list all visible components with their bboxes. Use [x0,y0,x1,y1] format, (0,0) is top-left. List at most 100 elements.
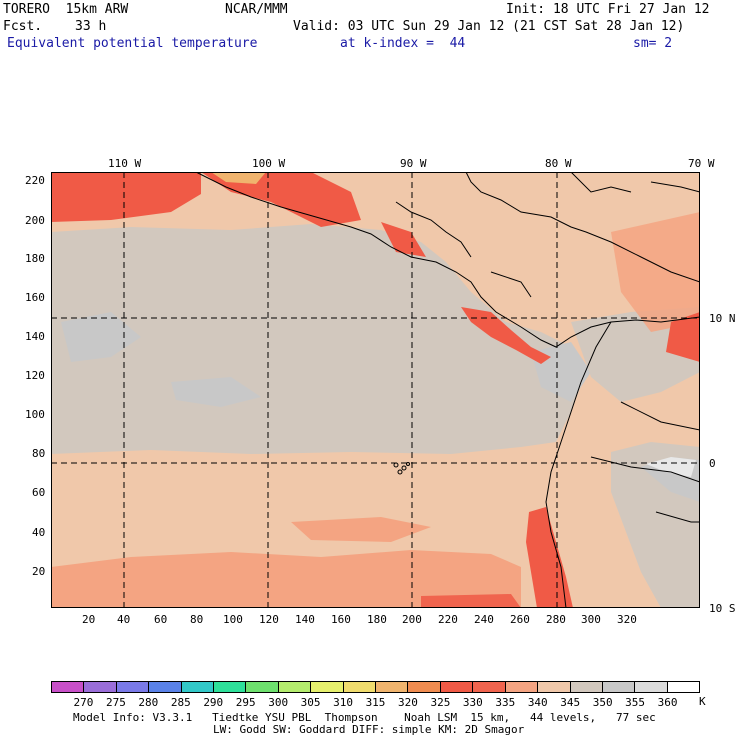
colorbar-swatch [376,682,409,692]
colorbar-label: 270 [73,696,94,709]
map-coastlines [195,171,701,609]
map-cool-patch [171,377,261,407]
x-tick-300: 300 [581,613,601,626]
colorbar-label: 360 [657,696,678,709]
colorbar-swatch [408,682,441,692]
y-tick-160: 160 [25,291,45,304]
center-title: NCAR/MMM [225,2,288,17]
y-tick-100: 100 [25,408,45,421]
forecast-label: Fcst. [3,19,43,34]
colorbar-unit: K [699,695,706,708]
theta-e-map [51,171,701,609]
map-cool-patch [61,312,141,362]
lon-label-70w: 70 W [688,157,715,170]
coastline-cuba [570,171,632,193]
y-tick-20: 20 [32,565,46,578]
lat-label-0: 0 [709,457,716,470]
colorbar-swatch [667,682,700,692]
colorbar-label: 300 [268,696,289,709]
colorbar-swatch [311,682,344,692]
map-cold-core [646,457,696,477]
colorbar-swatch [84,682,117,692]
x-tick-80: 80 [190,613,204,626]
coastline-central-america [195,171,701,348]
colorbar-swatch [602,682,636,692]
footer-physics: LW: Godd SW: Goddard DIFF: simple KM: 2D… [213,723,525,736]
colorbar-label: 355 [625,696,646,709]
x-tick-140: 140 [295,613,315,626]
galapagos-island [397,469,403,475]
map-costa-rica-warm [461,307,551,364]
border-brazil [655,511,700,523]
map-mexico-hot [211,172,266,184]
valid-time: Valid: 03 UTC Sun 29 Jan 12 (21 CST Sat … [293,19,685,34]
lon-label-110w: 110 W [108,157,142,170]
map-peru-coast-warm [526,507,573,608]
lon-label-90w: 90 W [400,157,427,170]
y-tick-220: 220 [25,174,45,187]
map-gridlines [51,172,700,608]
y-tick-80: 80 [32,447,46,460]
coastline-hispaniola [650,181,701,193]
x-tick-60: 60 [154,613,168,626]
galapagos-island [401,465,407,471]
border-colombia [620,401,701,431]
field-name: Equivalent potential temperature [7,36,258,51]
galapagos-island [406,462,410,466]
colorbar-label: 310 [333,696,353,709]
map-salmon-patch [291,517,431,542]
colorbar-label: 285 [170,696,191,709]
x-tick-200: 200 [402,613,422,626]
init-time: Init: 18 UTC Fri 27 Jan 12 [506,2,710,17]
map-frame [51,172,700,608]
colorbar [51,681,700,693]
y-tick-60: 60 [32,486,46,499]
colorbar-swatch [570,682,603,692]
colorbar-swatch [473,682,506,692]
colorbar-label: 325 [430,696,451,709]
x-tick-260: 260 [510,613,530,626]
map-guatemala-warm [381,222,426,257]
x-tick-240: 240 [474,613,494,626]
coastline-south-america [545,321,612,609]
colorbar-swatch [214,682,247,692]
x-tick-280: 280 [546,613,566,626]
y-tick-180: 180 [25,252,45,265]
y-tick-120: 120 [25,369,45,382]
x-tick-220: 220 [438,613,458,626]
colorbar-label: 345 [560,696,581,709]
colorbar-swatch [52,682,85,692]
colorbar-label: 290 [203,696,224,709]
colorbar-swatch [635,682,668,692]
colorbar-swatch [116,682,150,692]
colorbar-swatch [440,682,474,692]
lat-label-10s: 10 S [709,602,736,615]
x-tick-180: 180 [367,613,387,626]
colorbar-swatch [343,682,377,692]
border-mexico [395,201,472,258]
lon-label-80w: 80 W [545,157,572,170]
y-tick-200: 200 [25,214,45,227]
map-caribbean-warm [666,312,700,362]
colorbar-label: 280 [138,696,159,709]
x-tick-40: 40 [117,613,131,626]
forecast-hours: 33 h [75,19,107,34]
colorbar-swatch [149,682,182,692]
footer-model-info: Model Info: V3.3.1 Tiedtke YSU PBL Thomp… [73,711,656,724]
x-tick-120: 120 [259,613,279,626]
map-mexico-warm [201,172,361,227]
colorbar-label: 335 [495,696,516,709]
map-south-salmon [51,550,521,608]
smoothing-info: sm= 2 [633,36,673,51]
map-ne-grey [571,307,700,402]
colorbar-swatch [505,682,539,692]
y-tick-140: 140 [25,330,45,343]
colorbar-swatch [246,682,279,692]
x-tick-100: 100 [223,613,243,626]
map-nw-warm [51,172,201,222]
coastline-caribbean [465,171,701,283]
x-tick-160: 160 [331,613,351,626]
colorbar-label: 320 [398,696,418,709]
colorbar-label: 315 [365,696,386,709]
colorbar-label: 305 [300,696,321,709]
